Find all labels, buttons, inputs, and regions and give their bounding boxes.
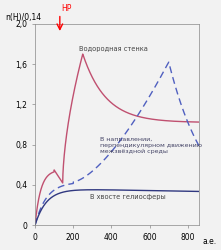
Text: n(H)/0,14: n(H)/0,14 xyxy=(6,13,42,22)
Text: В хвосте гелиосферы: В хвосте гелиосферы xyxy=(90,194,166,200)
Text: Водородная стенка: Водородная стенка xyxy=(79,46,148,52)
Text: В направлении,
перпендикулярном движению
межзвёздной среды: В направлении, перпендикулярном движению… xyxy=(100,136,202,154)
Text: а.е.: а.е. xyxy=(203,238,217,246)
Text: HP: HP xyxy=(61,4,72,13)
